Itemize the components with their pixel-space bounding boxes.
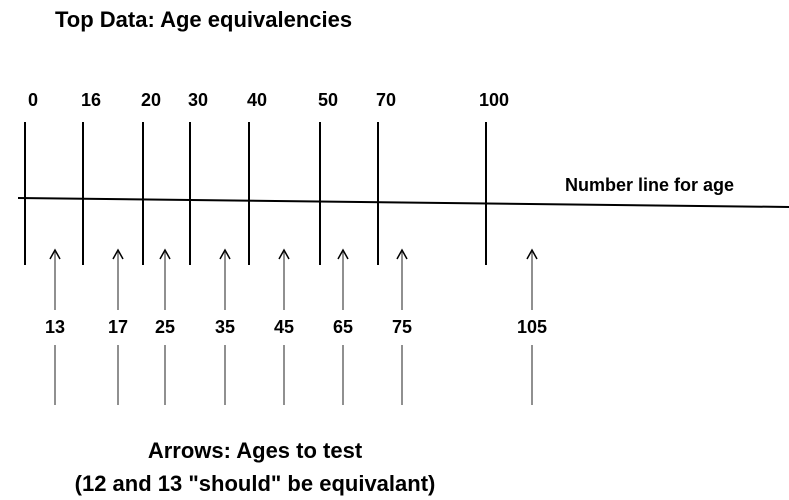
tick-label: 20 — [141, 90, 161, 110]
number-line-label: Number line for age — [565, 175, 734, 195]
arrow-label: 45 — [274, 317, 294, 337]
arrow-label: 35 — [215, 317, 235, 337]
arrow-head — [112, 248, 124, 260]
arrow-head — [159, 248, 171, 260]
arrow-label: 13 — [45, 317, 65, 337]
arrow-label: 17 — [108, 317, 128, 337]
arrow-head — [337, 248, 349, 260]
tick-label: 100 — [479, 90, 509, 110]
arrow-head — [396, 248, 408, 260]
arrow-label: 105 — [517, 317, 547, 337]
number-line — [17, 197, 789, 208]
arrow-label: 25 — [155, 317, 175, 337]
caption: Arrows: Ages to test — [148, 438, 363, 463]
arrow-head — [526, 248, 538, 260]
tick-label: 70 — [376, 90, 396, 110]
tick-label: 0 — [28, 90, 38, 110]
tick-label: 40 — [247, 90, 267, 110]
caption: (12 and 13 "should" be equivalant) — [75, 471, 436, 496]
arrow-label: 75 — [392, 317, 412, 337]
arrow-label: 65 — [333, 317, 353, 337]
arrow-head — [49, 248, 61, 260]
tick-label: 30 — [188, 90, 208, 110]
tick-label: 16 — [81, 90, 101, 110]
arrow-head — [278, 248, 290, 260]
title: Top Data: Age equivalencies — [55, 7, 352, 32]
arrow-head — [219, 248, 231, 260]
tick-label: 50 — [318, 90, 338, 110]
